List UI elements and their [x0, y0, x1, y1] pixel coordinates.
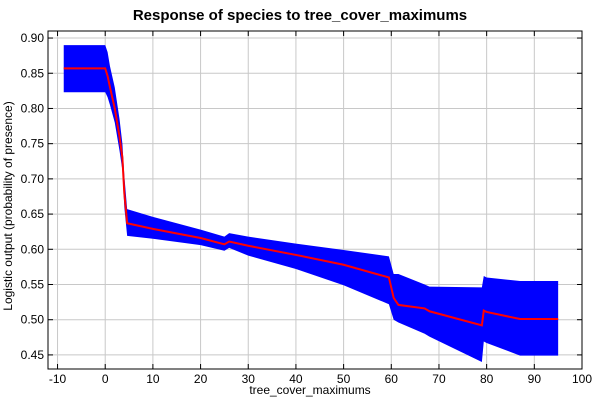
x-tick-label: 100 [572, 372, 592, 386]
x-tick-label: 70 [432, 372, 446, 386]
x-tick-label: 10 [146, 372, 160, 386]
chart-title: Response of species to tree_cover_maximu… [132, 7, 468, 24]
plot-frame [47, 30, 583, 370]
y-tick-label: 0.80 [21, 101, 45, 115]
y-tick-label: 0.70 [21, 172, 45, 186]
x-tick-label: 80 [480, 372, 494, 386]
mean-response-line [63, 67, 559, 327]
y-tick-label: 0.60 [21, 242, 45, 256]
x-tick-label: 30 [242, 372, 256, 386]
confidence-band [63, 45, 559, 362]
y-tick-label: 0.45 [21, 348, 45, 362]
x-tick-label: 40 [289, 372, 303, 386]
y-tick-label: 0.50 [21, 313, 45, 327]
x-tick-label: 90 [528, 372, 542, 386]
x-tick-label: 60 [385, 372, 399, 386]
x-tick-label: -10 [49, 372, 67, 386]
y-tick-label: 0.65 [21, 207, 45, 221]
x-tick-label: 50 [337, 372, 351, 386]
x-axis-label: tree_cover_maximums [249, 383, 371, 397]
y-tick-label: 0.75 [21, 137, 45, 151]
y-tick-label: 0.55 [21, 278, 45, 292]
y-tick-label: 0.85 [21, 66, 45, 80]
y-tick-label: 0.90 [21, 31, 45, 45]
x-tick-label: 20 [194, 372, 208, 386]
x-tick-label: 0 [102, 372, 109, 386]
y-axis-label: Logistic output (probability of presence… [1, 101, 15, 311]
